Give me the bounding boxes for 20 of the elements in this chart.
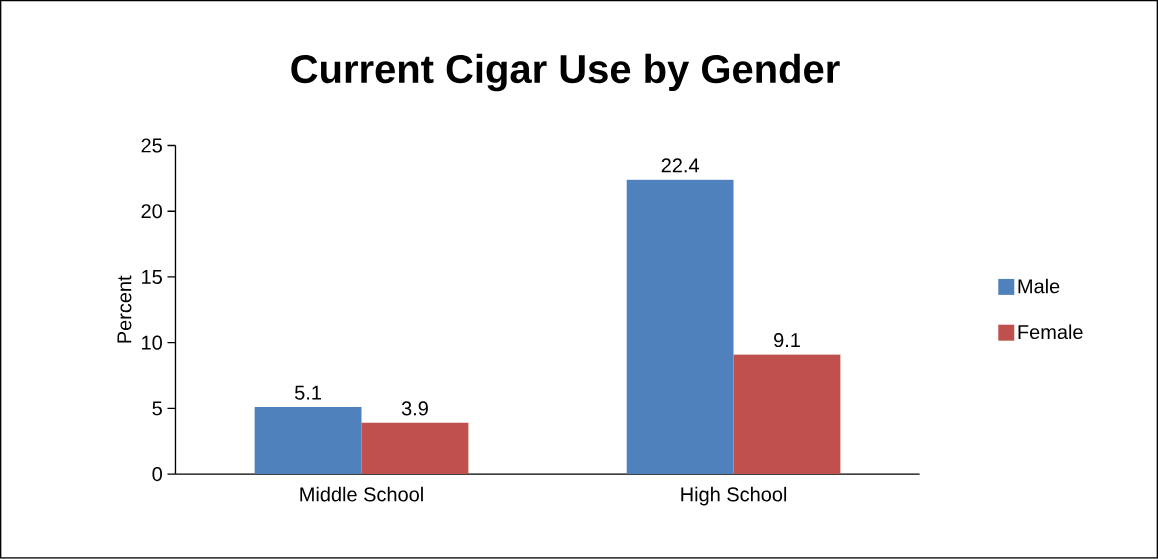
bar (626, 179, 734, 475)
legend-label: Female (1018, 324, 1083, 340)
y-tick-label: 5 (152, 401, 162, 416)
data-label: 9.1 (774, 333, 800, 348)
bar (361, 423, 469, 475)
y-axis-title: Percent (117, 275, 132, 343)
x-tick-label: High School (681, 486, 787, 506)
y-tick-label: 15 (142, 270, 162, 285)
data-label: 22.4 (661, 158, 699, 173)
y-tick-label: 20 (141, 204, 162, 219)
y-tick-label: 10 (142, 335, 162, 350)
y-tick-label: 25 (141, 138, 162, 153)
data-label: 5.1 (294, 385, 321, 400)
x-tick-label: Middle School (300, 486, 423, 502)
y-tick-label: 0 (152, 467, 162, 482)
chart-title: Current Cigar Use by Gender (291, 54, 840, 92)
bar (254, 407, 362, 475)
bar (733, 354, 841, 475)
data-label: 3.9 (401, 401, 428, 416)
legend-label: Male (1018, 278, 1060, 294)
